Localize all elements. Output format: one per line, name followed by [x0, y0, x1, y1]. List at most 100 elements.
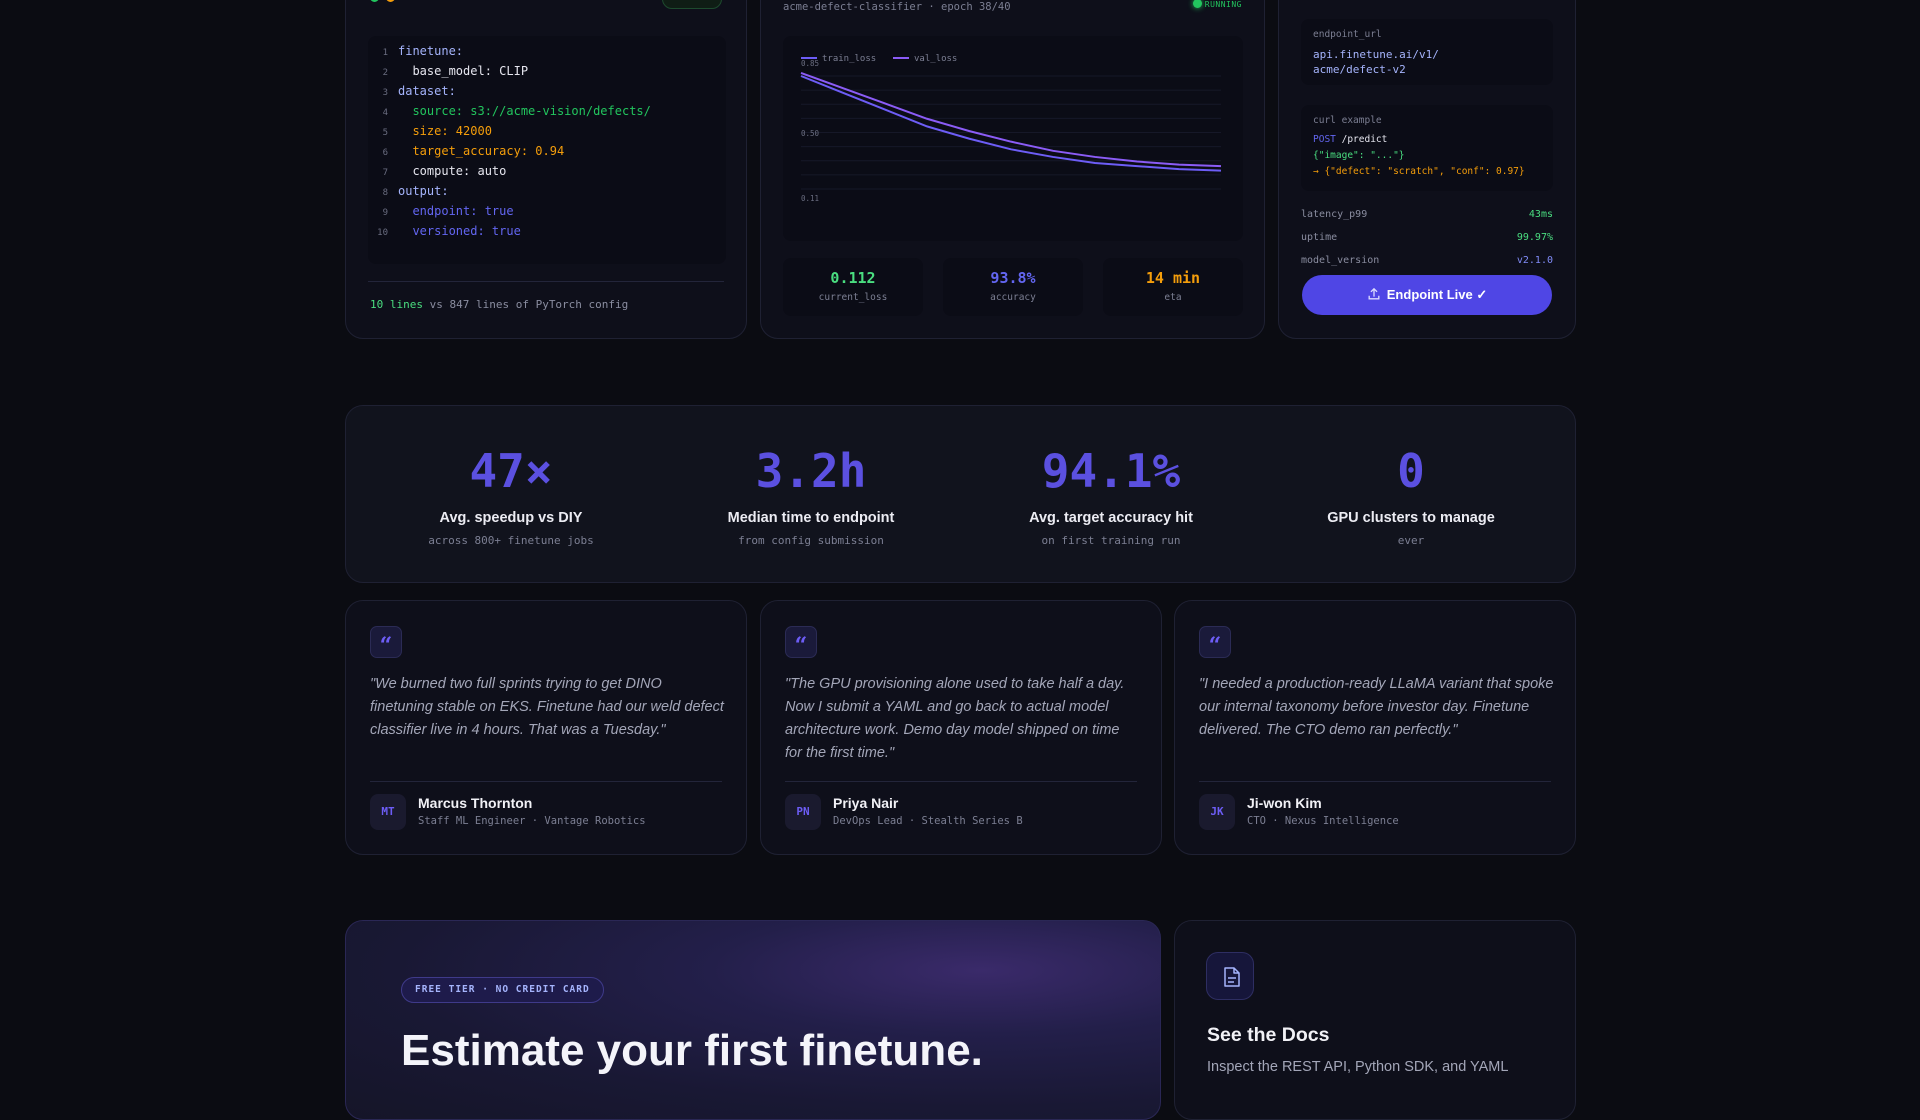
stat-gpu-clusters: 0 GPU clusters to manage ever: [1261, 444, 1561, 547]
status-dot-icon: [1192, 0, 1202, 8]
curl-example-box: curl example POST /predict {"image": "..…: [1301, 105, 1553, 191]
line-number: 3: [382, 88, 388, 98]
yaml-config-card: 1 finetune: 2 base_model: CLIP 3 dataset: …: [345, 0, 747, 339]
url-line: api.finetune.ai/v1/: [1313, 48, 1439, 61]
stat-subtitle: from config submission: [738, 534, 884, 547]
code-text: source: s3://acme-vision/defects/: [398, 104, 651, 118]
button-label: Endpoint Live ✓: [1386, 287, 1488, 302]
stat-speedup: 47× Avg. speedup vs DIY across 800+ fine…: [361, 444, 661, 547]
testimonial-card: “ "We burned two full sprints trying to …: [345, 600, 747, 855]
metric-latency: latency_p99 43ms: [1301, 209, 1553, 223]
code-line: 4 source: s3://acme-vision/defects/: [368, 101, 726, 121]
stat-title: GPU clusters to manage: [1327, 510, 1495, 526]
stat-current-loss: 0.112 current_loss: [783, 258, 923, 316]
series-line-train_loss: [800, 75, 1222, 172]
stat-number: 94.1%: [1041, 444, 1181, 498]
yaml-tag-badge: [662, 0, 722, 9]
http-path: /predict: [1335, 134, 1388, 145]
code-line: 5 size: 42000: [368, 121, 726, 141]
stats-strip: 47× Avg. speedup vs DIY across 800+ fine…: [345, 405, 1576, 583]
author-name: Ji-won Kim: [1247, 795, 1322, 811]
line-number: 2: [382, 68, 388, 78]
divider: [1199, 781, 1551, 782]
code-text: size: 42000: [398, 124, 492, 138]
training-run-card: acme-defect-classifier · epoch 38/40 RUN…: [760, 0, 1265, 339]
endpoint-live-button[interactable]: Endpoint Live ✓: [1302, 275, 1552, 315]
code-text: dataset:: [398, 84, 456, 98]
line-number: 1: [382, 48, 388, 58]
avatar: MT: [370, 794, 406, 830]
code-line: 3 dataset:: [368, 81, 726, 101]
y-tick-label: 0.50: [801, 129, 820, 138]
code-line: 10 versioned: true: [368, 221, 726, 241]
status-badge: RUNNING: [1192, 0, 1242, 9]
code-text: output:: [398, 184, 449, 198]
series-line-val_loss: [800, 72, 1222, 168]
line-number: 6: [382, 148, 388, 158]
code-text: versioned: true: [398, 224, 521, 238]
free-tier-badge: FREE TIER · NO CREDIT CARD: [401, 977, 604, 1003]
loss-chart-svg: 0.85 0.50 0.11 train_loss val_loss: [800, 54, 1222, 203]
line-number: 8: [382, 188, 388, 198]
stat-value: 93.8%: [990, 269, 1036, 287]
yaml-footer-note: 10 lines vs 847 lines of PyTorch config: [370, 298, 628, 311]
url-line: acme/defect-v2: [1313, 63, 1406, 76]
line-number: 9: [382, 208, 388, 218]
avatar: PN: [785, 794, 821, 830]
code-line: 2 base_model: CLIP: [368, 61, 726, 81]
divider: [785, 781, 1137, 782]
metric-uptime: uptime 99.97%: [1301, 232, 1553, 246]
legend-label: val_loss: [914, 54, 957, 64]
code-line: 8 output:: [368, 181, 726, 201]
stat-subtitle: across 800+ finetune jobs: [428, 534, 594, 547]
estimate-cta-card: FREE TIER · NO CREDIT CARD Estimate your…: [345, 920, 1161, 1120]
code-line: 7 compute: auto: [368, 161, 726, 181]
stat-number: 47×: [469, 444, 553, 498]
stat-accuracy-hit: 94.1% Avg. target accuracy hit on first …: [961, 444, 1261, 547]
code-text: finetune:: [398, 44, 464, 58]
avatar: JK: [1199, 794, 1235, 830]
testimonial-quote: "I needed a production-ready LLaMA varia…: [1199, 676, 1554, 738]
cta-title: Estimate your first finetune.: [401, 1026, 983, 1075]
stat-subtitle: on first training run: [1041, 534, 1181, 547]
yaml-code-block: 1 finetune: 2 base_model: CLIP 3 dataset: …: [368, 36, 726, 264]
endpoint-card: endpoint_url api.finetune.ai/v1/acme/def…: [1278, 0, 1576, 339]
stat-title: Avg. target accuracy hit: [1029, 510, 1193, 526]
comparison-text: vs 847 lines of PyTorch config: [422, 298, 629, 311]
divider: [370, 781, 722, 782]
line-number: 5: [382, 128, 388, 138]
legend-label: train_loss: [822, 54, 876, 64]
author-role: CTO · Nexus Intelligence: [1247, 815, 1399, 827]
metric-value: 43ms: [1528, 209, 1553, 220]
quote-icon: “: [370, 626, 402, 659]
curl-label: curl example: [1313, 115, 1382, 126]
code-line: 9 endpoint: true: [368, 201, 726, 221]
stat-value: 14 min: [1145, 269, 1201, 287]
metric-key: uptime: [1301, 232, 1338, 243]
code-text: target_accuracy: 0.94: [398, 144, 565, 158]
docs-card[interactable]: See the Docs Inspect the REST API, Pytho…: [1174, 920, 1576, 1120]
endpoint-url-label: endpoint_url: [1313, 29, 1382, 40]
line-number: 4: [382, 108, 388, 118]
stat-accuracy: 93.8% accuracy: [943, 258, 1083, 316]
endpoint-url[interactable]: api.finetune.ai/v1/acme/defect-v2: [1313, 47, 1541, 77]
stat-title: Avg. speedup vs DIY: [439, 510, 583, 526]
quote-icon: “: [785, 626, 817, 659]
window-dot-green: [370, 0, 379, 2]
upload-icon: [1368, 287, 1380, 300]
code-text: base_model: CLIP: [398, 64, 529, 78]
stat-eta: 14 min eta: [1103, 258, 1243, 316]
metric-model-version: model_version v2.1.0: [1301, 255, 1553, 269]
stat-value: 0.112: [830, 269, 876, 287]
docs-title: See the Docs: [1207, 1024, 1330, 1046]
stat-time-to-endpoint: 3.2h Median time to endpoint from config…: [661, 444, 961, 547]
metric-value: 99.97%: [1516, 232, 1553, 243]
curl-response: → {"defect": "scratch", "conf": 0.97}: [1313, 166, 1525, 177]
quote-icon: “: [1199, 626, 1231, 659]
stat-label: accuracy: [990, 292, 1036, 303]
testimonial-card: “ "I needed a production-ready LLaMA var…: [1174, 600, 1576, 855]
stat-title: Median time to endpoint: [727, 510, 895, 526]
docs-description: Inspect the REST API, Python SDK, and YA…: [1207, 1059, 1509, 1075]
line-number: 10: [377, 228, 388, 238]
author-role: Staff ML Engineer · Vantage Robotics: [418, 815, 646, 827]
